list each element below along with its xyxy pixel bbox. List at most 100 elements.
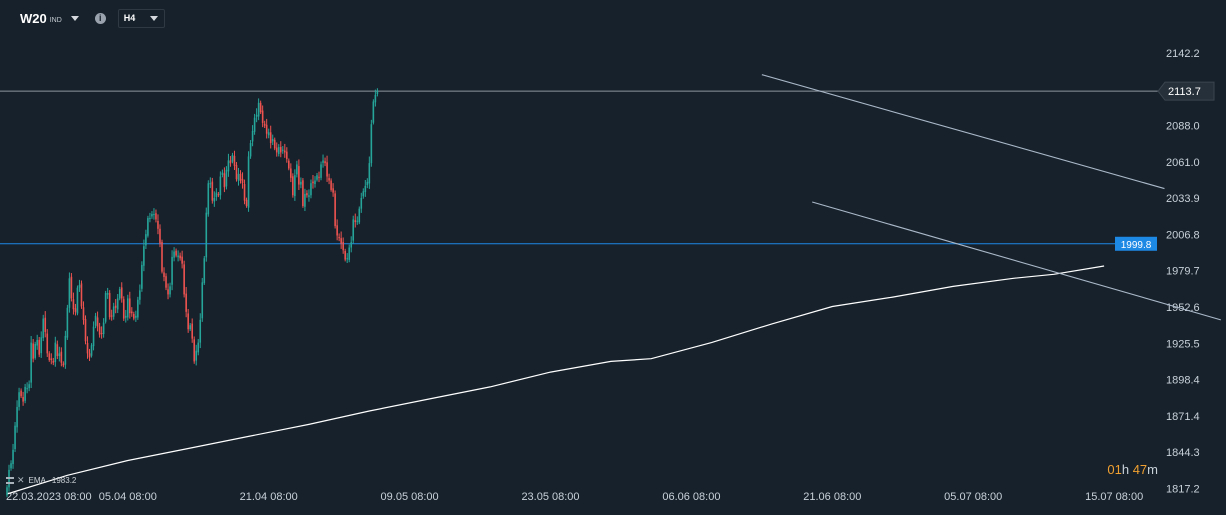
candle-bullish <box>24 386 26 401</box>
candle-bearish <box>52 360 55 363</box>
candle-bearish <box>217 194 220 196</box>
candle-bullish <box>58 353 61 357</box>
y-tick-label: 2006.8 <box>1166 229 1200 241</box>
settings-icon[interactable] <box>6 477 14 484</box>
candle-bullish <box>126 298 129 318</box>
close-icon[interactable]: ✕ <box>17 475 25 485</box>
candle-bearish <box>181 256 183 264</box>
current-price-tag <box>1157 81 1215 101</box>
x-tick-label: 21.04 08:00 <box>240 491 298 503</box>
candle-bearish <box>120 287 123 299</box>
countdown-hours: 01 <box>1107 462 1122 477</box>
candle-bullish <box>368 163 371 184</box>
candle-bullish <box>90 345 93 356</box>
x-tick-label: 15.07 08:00 <box>1085 491 1143 503</box>
candle-bullish <box>271 139 274 142</box>
candle-bullish <box>68 278 71 308</box>
candle-bullish <box>358 208 361 223</box>
candle-bullish <box>94 315 97 326</box>
candle-bullish <box>374 94 377 103</box>
candle-bullish <box>34 343 36 358</box>
candle-bearish <box>275 147 278 153</box>
candle-bullish <box>197 342 200 353</box>
candle-bearish <box>74 308 77 312</box>
candle-bullish <box>54 342 57 362</box>
y-tick-label: 2033.9 <box>1166 193 1200 205</box>
candle-bullish <box>249 143 252 157</box>
candle-bearish <box>20 390 22 397</box>
candle-bullish <box>104 293 107 322</box>
candle-bullish <box>362 191 365 197</box>
countdown-hours-unit: h <box>1121 462 1130 477</box>
candle-bullish <box>137 299 139 318</box>
candle-bullish <box>116 298 119 310</box>
candle-bullish <box>173 251 175 258</box>
ema-name: EMA <box>28 476 46 485</box>
candle-bullish <box>151 214 153 217</box>
candle-bullish <box>78 285 81 288</box>
candle-bearish <box>183 264 185 295</box>
candle-bullish <box>207 183 210 215</box>
candle-bullish <box>135 315 137 318</box>
symbol-name[interactable]: W20 <box>20 10 47 26</box>
candle-countdown: 01h 47m <box>1107 462 1158 477</box>
candle-bearish <box>82 307 85 320</box>
candle-bullish <box>294 175 296 197</box>
candle-bullish <box>102 322 105 335</box>
candle-bearish <box>100 332 103 334</box>
candle-bullish <box>40 337 43 354</box>
candle-bearish <box>306 193 308 196</box>
candle-bearish <box>96 317 99 327</box>
info-icon[interactable]: i <box>94 12 106 24</box>
candle-bullish <box>255 114 258 117</box>
candle-bearish <box>340 238 342 244</box>
candle-bearish <box>131 311 133 314</box>
candle-bearish <box>288 160 290 169</box>
candle-bullish <box>118 289 121 299</box>
candle-bullish <box>281 149 284 151</box>
candle-bullish <box>12 449 14 465</box>
y-tick-label: 1979.7 <box>1166 266 1200 278</box>
candle-bullish <box>139 290 141 300</box>
candle-bearish <box>241 178 244 184</box>
candle-bearish <box>344 251 346 260</box>
candle-bearish <box>233 155 236 166</box>
candle-bullish <box>143 246 145 266</box>
candle-bullish <box>296 164 298 175</box>
candle-bearish <box>185 293 187 312</box>
y-tick-label: 1871.4 <box>1166 411 1200 423</box>
candle-bearish <box>108 293 111 318</box>
candle-bullish <box>219 176 222 196</box>
candle-bearish <box>155 213 157 220</box>
candle-bearish <box>167 289 169 295</box>
candle-bearish <box>259 102 262 113</box>
level-line-tag <box>1115 236 1157 251</box>
candle-bullish <box>28 384 30 389</box>
candle-bearish <box>332 188 334 193</box>
timeframe-select[interactable]: H4 <box>117 8 165 28</box>
candle-bullish <box>147 218 149 236</box>
candle-bearish <box>46 333 49 354</box>
candle-bullish <box>350 242 353 248</box>
candle-bearish <box>290 168 292 178</box>
candle-bullish <box>346 258 348 260</box>
candle-bullish <box>360 197 363 209</box>
candle-bullish <box>364 185 367 193</box>
candle-bearish <box>261 110 264 123</box>
candle-bullish <box>92 326 95 347</box>
candle-bearish <box>239 173 242 181</box>
candle-bearish <box>235 164 238 180</box>
candle-bearish <box>84 319 87 342</box>
candle-bullish <box>308 195 310 197</box>
candle-bullish <box>352 219 355 241</box>
candle-bearish <box>165 276 167 288</box>
channel-lower-line[interactable] <box>812 201 1221 321</box>
candle-bearish <box>334 193 336 227</box>
symbol-dropdown-icon[interactable] <box>70 15 79 21</box>
candle-bullish <box>372 101 375 123</box>
candle-bullish <box>153 214 155 216</box>
channel-upper-line[interactable] <box>761 74 1165 190</box>
y-tick-label: 2088.0 <box>1166 121 1200 133</box>
candle-bearish <box>110 315 113 317</box>
